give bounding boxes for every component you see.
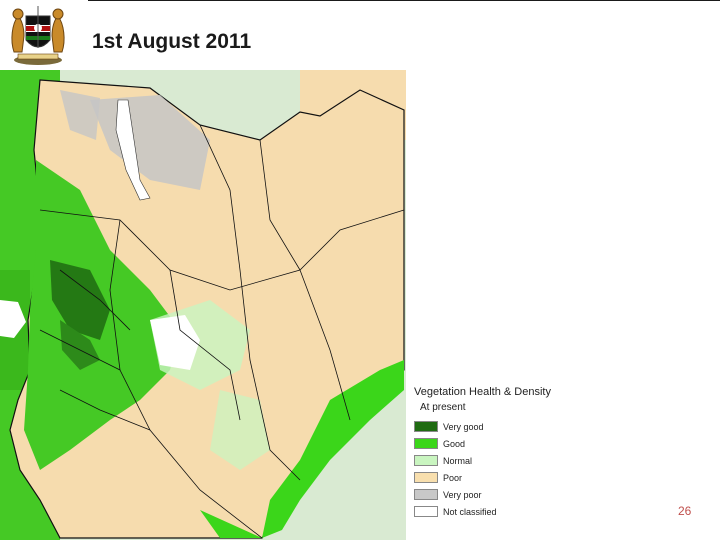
legend-swatch — [414, 438, 438, 449]
legend-item: Very good — [414, 418, 584, 435]
page-number: 26 — [678, 504, 692, 518]
legend-item: Poor — [414, 469, 584, 486]
legend-subtitle: At present — [420, 402, 466, 413]
legend-label: Normal — [443, 455, 473, 466]
legend-swatch — [414, 455, 438, 466]
coat-of-arms-logo — [11, 6, 65, 65]
legend-item: Normal — [414, 452, 584, 469]
vegetation-map — [0, 70, 406, 540]
map-legend: Vegetation Health & Density At present V… — [414, 386, 584, 520]
legend-label: Not classified — [443, 506, 497, 517]
slide-title: 1st August 2011 — [92, 30, 252, 53]
legend-swatch — [414, 472, 438, 483]
legend-swatch — [414, 421, 438, 432]
header-rule — [88, 0, 720, 1]
legend-label: Good — [443, 438, 466, 449]
legend-label: Poor — [443, 472, 463, 483]
legend-swatch — [414, 489, 438, 500]
legend-title: Vegetation Health & Density — [414, 386, 551, 398]
legend-item: Not classified — [414, 503, 584, 520]
legend-item: Good — [414, 435, 584, 452]
legend-item: Very poor — [414, 486, 584, 503]
legend-label: Very good — [443, 421, 484, 432]
legend-label: Very poor — [443, 489, 482, 500]
legend-swatch — [414, 506, 438, 517]
